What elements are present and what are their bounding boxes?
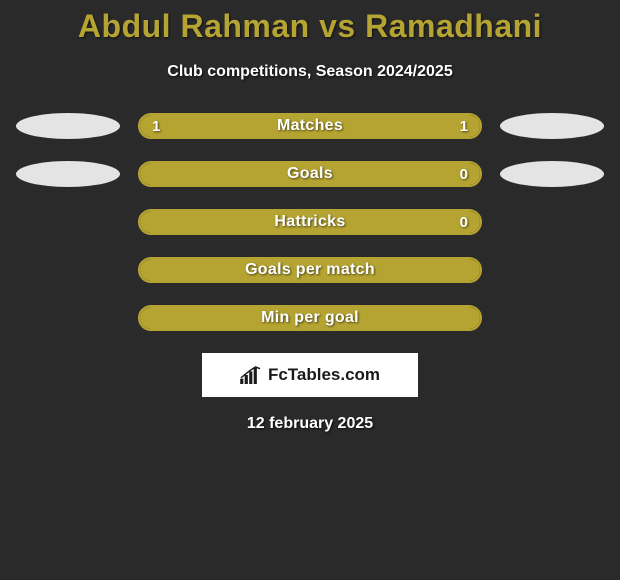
- stat-right-value: 0: [460, 211, 468, 233]
- stat-left-value: 1: [152, 115, 160, 137]
- brand-box[interactable]: FcTables.com: [202, 353, 418, 397]
- stat-bar: Hattricks0: [138, 209, 482, 235]
- stat-rows: Matches11Goals0Hattricks0Goals per match…: [0, 113, 620, 331]
- stat-label: Matches: [140, 115, 480, 137]
- date-label: 12 february 2025: [0, 415, 620, 433]
- stat-label: Goals per match: [140, 259, 480, 281]
- player-right-ellipse: [500, 161, 604, 187]
- player-left-ellipse: [16, 113, 120, 139]
- stat-right-value: 1: [460, 115, 468, 137]
- player-right-ellipse: [500, 113, 604, 139]
- stat-bar: Matches1 1: [138, 113, 482, 139]
- stat-label: Hattricks: [140, 211, 480, 233]
- stat-row: Goals per match: [0, 257, 620, 283]
- stat-bar: Min per goal: [138, 305, 482, 331]
- stat-bar: Goals per match: [138, 257, 482, 283]
- stat-row: Matches1 1: [0, 113, 620, 139]
- page-title: Abdul Rahman vs Ramadhani: [0, 8, 620, 45]
- stat-row: Min per goal: [0, 305, 620, 331]
- stat-row: Hattricks0: [0, 209, 620, 235]
- player-left-ellipse: [16, 161, 120, 187]
- stat-label: Min per goal: [140, 307, 480, 329]
- stat-row: Goals0: [0, 161, 620, 187]
- stat-bar: Goals0: [138, 161, 482, 187]
- fctables-logo-icon: [240, 366, 262, 384]
- comparison-card: Abdul Rahman vs Ramadhani Club competiti…: [0, 0, 620, 433]
- subtitle: Club competitions, Season 2024/2025: [0, 63, 620, 81]
- stat-label: Goals: [140, 163, 480, 185]
- brand-text: FcTables.com: [268, 365, 380, 385]
- stat-right-value: 0: [460, 163, 468, 185]
